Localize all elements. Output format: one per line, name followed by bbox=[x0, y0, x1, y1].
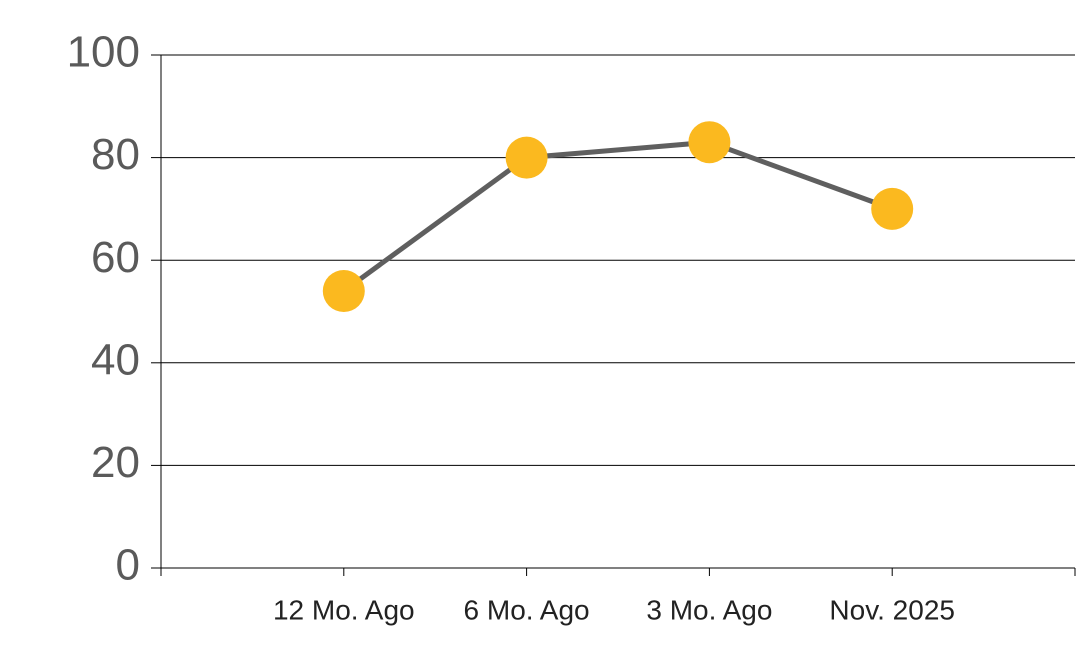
x-tick-label: Nov. 2025 bbox=[829, 594, 955, 625]
marker bbox=[688, 121, 731, 164]
y-tick-label: 20 bbox=[91, 438, 140, 487]
y-tick-label: 40 bbox=[91, 335, 140, 384]
y-tick-label: 60 bbox=[91, 233, 140, 282]
x-tick-label: 12 Mo. Ago bbox=[273, 594, 415, 625]
series-line bbox=[342, 139, 894, 293]
y-tick-label: 80 bbox=[91, 130, 140, 179]
marker bbox=[505, 136, 548, 179]
x-tick-label: 3 Mo. Ago bbox=[646, 594, 772, 625]
marker bbox=[871, 187, 914, 230]
y-tick-label: 0 bbox=[116, 541, 140, 590]
y-tick-label: 100 bbox=[67, 28, 140, 77]
marker bbox=[322, 269, 365, 312]
x-tick-label: 6 Mo. Ago bbox=[464, 594, 590, 625]
